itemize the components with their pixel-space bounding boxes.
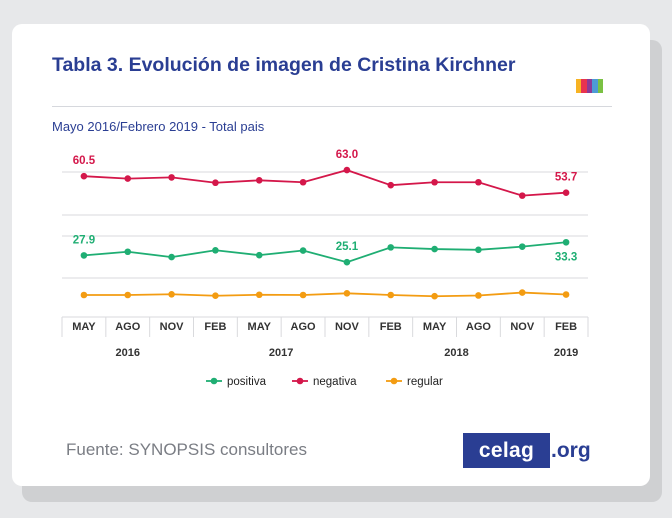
x-tick-label: MAY: [423, 321, 447, 333]
legend-label: regular: [407, 376, 443, 388]
data-point-positiva: [562, 238, 570, 246]
year-label: 2018: [444, 347, 468, 359]
chart-card: [12, 24, 650, 486]
data-point-positiva: [124, 248, 132, 256]
data-point-negativa: [80, 172, 88, 180]
data-point-regular: [387, 291, 395, 299]
data-point-negativa: [343, 166, 351, 174]
data-point-regular: [80, 291, 88, 299]
data-point-regular: [431, 292, 438, 300]
data-label: 27.9: [73, 234, 95, 246]
chart-subtitle: Mayo 2016/Febrero 2019 - Total pais: [52, 119, 265, 134]
data-point-regular: [562, 291, 570, 298]
data-point-positiva: [431, 245, 438, 253]
data-point-regular: [343, 289, 351, 297]
data-point-regular: [299, 291, 307, 299]
year-label: 2019: [554, 347, 578, 359]
data-point-positiva: [387, 244, 395, 251]
data-label: 33.3: [555, 251, 577, 263]
legend-marker: [390, 377, 398, 385]
data-label: 63.0: [336, 149, 358, 161]
series-line-regular: [83, 291, 567, 298]
data-point-negativa: [475, 178, 482, 186]
line-chart: MAY AGO NOV FEB MAY AGO NOV FEB MAY AGO NOV FEB 2016…: [61, 149, 589, 388]
year-label: 2016: [116, 347, 140, 359]
x-tick-label: MAY: [72, 321, 96, 333]
chart-title: Tabla 3. Evolución de imagen de Cristina…: [52, 54, 516, 76]
data-point-negativa: [431, 178, 438, 186]
data-point-positiva: [299, 247, 307, 254]
data-point-negativa: [255, 177, 263, 184]
x-tick-label: FEB: [204, 321, 226, 333]
data-point-negativa: [168, 174, 175, 181]
data-point-regular: [212, 292, 219, 300]
data-label: 60.5: [73, 155, 96, 167]
data-point-positiva: [168, 253, 175, 261]
x-tick-label: AGO: [466, 321, 492, 333]
brand-stripes: [576, 79, 604, 93]
legend-marker: [296, 377, 304, 385]
data-point-regular: [475, 292, 482, 299]
data-point-regular: [518, 289, 526, 296]
x-tick-label: FEB: [555, 321, 577, 333]
x-tick-label: AGO: [291, 321, 317, 333]
data-point-positiva: [518, 243, 526, 250]
data-point-positiva: [343, 258, 351, 266]
year-label: 2017: [269, 347, 293, 359]
x-tick-label: NOV: [335, 321, 360, 333]
legend-label: negativa: [313, 376, 357, 388]
data-label: 53.7: [555, 172, 577, 184]
data-point-positiva: [212, 246, 219, 254]
title-divider: [52, 106, 612, 107]
data-point-regular: [168, 290, 175, 298]
series-line-negativa: [83, 169, 567, 197]
data-point-negativa: [299, 178, 307, 186]
data-point-negativa: [124, 175, 132, 182]
logo-tld: .org: [551, 438, 591, 462]
data-point-positiva: [80, 252, 88, 259]
x-tick-label: AGO: [115, 321, 141, 333]
data-point-positiva: [255, 251, 263, 259]
brand-stripe: [586, 79, 593, 93]
data-point-negativa: [518, 192, 526, 199]
data-point-negativa: [562, 189, 570, 196]
legend-label: positiva: [227, 376, 267, 388]
celag-logo: celag .org: [463, 433, 591, 468]
brand-stripe: [597, 79, 604, 93]
brand-stripe: [576, 79, 582, 93]
logo-main: celag: [463, 433, 550, 468]
x-tick-label: NOV: [510, 321, 535, 333]
data-point-regular: [255, 291, 263, 299]
data-point-regular: [124, 291, 132, 299]
x-tick-label: NOV: [160, 321, 185, 333]
data-label: 25.1: [336, 241, 359, 253]
series-line-positiva: [83, 241, 567, 264]
brand-stripe: [581, 79, 587, 93]
brand-stripe: [592, 79, 598, 93]
data-point-positiva: [475, 246, 482, 254]
data-point-negativa: [212, 179, 219, 187]
x-tick-label: FEB: [380, 321, 402, 333]
x-tick-label: MAY: [248, 321, 272, 333]
source-note: Fuente: SYNOPSIS consultores: [66, 440, 307, 459]
legend-marker: [210, 377, 218, 385]
data-point-negativa: [387, 181, 395, 189]
